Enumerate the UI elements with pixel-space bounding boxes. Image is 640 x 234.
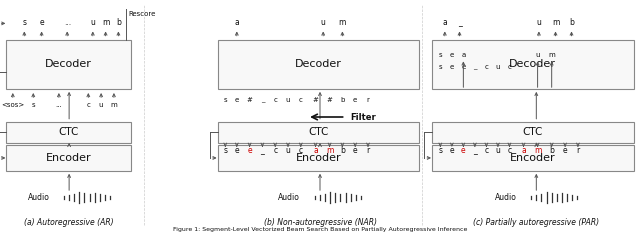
Text: m: m xyxy=(548,52,555,58)
Text: ...: ... xyxy=(63,18,71,27)
Text: s: s xyxy=(22,18,26,27)
Text: #: # xyxy=(312,97,319,103)
Text: e: e xyxy=(234,146,239,155)
Text: c: c xyxy=(484,64,488,70)
Text: e: e xyxy=(450,64,454,70)
Text: a: a xyxy=(442,18,447,27)
Text: <sos>: <sos> xyxy=(1,102,24,109)
Text: c: c xyxy=(299,97,303,103)
Text: u: u xyxy=(285,146,291,155)
FancyBboxPatch shape xyxy=(6,122,131,143)
Text: ...: ... xyxy=(56,102,62,109)
Text: e: e xyxy=(461,146,466,155)
Text: m: m xyxy=(102,18,109,27)
Text: b: b xyxy=(569,18,574,27)
Text: s: s xyxy=(31,102,35,109)
Text: s: s xyxy=(438,52,442,58)
Text: u: u xyxy=(90,18,95,27)
FancyBboxPatch shape xyxy=(218,122,419,143)
Text: c: c xyxy=(86,102,90,109)
Text: e: e xyxy=(39,18,44,27)
Text: m: m xyxy=(326,146,333,155)
Text: u: u xyxy=(535,52,540,58)
Text: Audio: Audio xyxy=(495,193,516,202)
Text: u: u xyxy=(495,64,500,70)
Text: b: b xyxy=(340,146,345,155)
Text: _: _ xyxy=(260,146,264,155)
Text: _: _ xyxy=(473,64,477,70)
FancyBboxPatch shape xyxy=(432,145,634,171)
Text: Encoder: Encoder xyxy=(510,153,556,163)
Text: a: a xyxy=(313,146,318,155)
Text: e: e xyxy=(461,64,465,70)
Text: b: b xyxy=(340,97,344,103)
Text: u: u xyxy=(321,18,326,27)
Text: _: _ xyxy=(458,18,461,27)
FancyBboxPatch shape xyxy=(432,122,634,143)
Text: (a) Autoregressive (AR): (a) Autoregressive (AR) xyxy=(24,218,114,227)
Text: u: u xyxy=(285,97,291,103)
FancyBboxPatch shape xyxy=(6,145,131,171)
FancyBboxPatch shape xyxy=(218,145,419,171)
Text: e: e xyxy=(247,146,252,155)
Text: a: a xyxy=(521,146,526,155)
Text: r: r xyxy=(367,97,369,103)
Text: c: c xyxy=(299,146,303,155)
Text: Audio: Audio xyxy=(278,193,300,202)
Text: _: _ xyxy=(260,97,264,103)
Text: a: a xyxy=(234,18,239,27)
Text: s: s xyxy=(223,97,227,103)
Text: e: e xyxy=(450,52,454,58)
Text: Audio: Audio xyxy=(28,193,49,202)
Text: CTC: CTC xyxy=(59,127,79,137)
Text: Figure 1: Segment-Level Vectorized Beam Search Based on Partially Autoregressive: Figure 1: Segment-Level Vectorized Beam … xyxy=(173,227,467,232)
Text: b: b xyxy=(116,18,121,27)
Text: s: s xyxy=(223,146,227,155)
Text: (b) Non-autoregressive (NAR): (b) Non-autoregressive (NAR) xyxy=(264,218,376,227)
Text: e: e xyxy=(235,97,239,103)
Text: c: c xyxy=(273,146,277,155)
Text: e: e xyxy=(353,97,357,103)
Text: _: _ xyxy=(473,146,477,155)
Text: s: s xyxy=(438,64,442,70)
FancyBboxPatch shape xyxy=(432,40,634,89)
Text: u: u xyxy=(536,18,541,27)
Text: u: u xyxy=(99,102,104,109)
Text: Encoder: Encoder xyxy=(296,153,341,163)
Text: b: b xyxy=(549,146,554,155)
Text: #: # xyxy=(326,97,333,103)
FancyBboxPatch shape xyxy=(6,40,131,89)
Text: m: m xyxy=(111,102,117,109)
Text: r: r xyxy=(366,146,370,155)
Text: s: s xyxy=(438,146,442,155)
Text: a: a xyxy=(461,52,465,58)
Text: CTC: CTC xyxy=(308,127,328,137)
Text: e: e xyxy=(353,146,358,155)
Text: m: m xyxy=(339,18,346,27)
Text: m: m xyxy=(552,18,559,27)
Text: r: r xyxy=(576,146,580,155)
Text: c: c xyxy=(508,146,511,155)
Text: Decoder: Decoder xyxy=(295,59,342,69)
Text: m: m xyxy=(534,146,541,155)
Text: #: # xyxy=(246,97,253,103)
Text: u: u xyxy=(495,146,500,155)
Text: c: c xyxy=(508,64,511,70)
Text: Decoder: Decoder xyxy=(45,59,92,69)
Text: c: c xyxy=(273,97,277,103)
Text: (c) Partially autoregressive (PAR): (c) Partially autoregressive (PAR) xyxy=(473,218,600,227)
Text: Filter: Filter xyxy=(351,113,376,121)
Text: c: c xyxy=(484,146,488,155)
Text: e: e xyxy=(563,146,568,155)
Text: CTC: CTC xyxy=(523,127,543,137)
Text: Rescore: Rescore xyxy=(129,11,156,17)
FancyBboxPatch shape xyxy=(218,40,419,89)
Text: Encoder: Encoder xyxy=(46,153,92,163)
Text: e: e xyxy=(449,146,454,155)
Text: Decoder: Decoder xyxy=(509,59,556,69)
